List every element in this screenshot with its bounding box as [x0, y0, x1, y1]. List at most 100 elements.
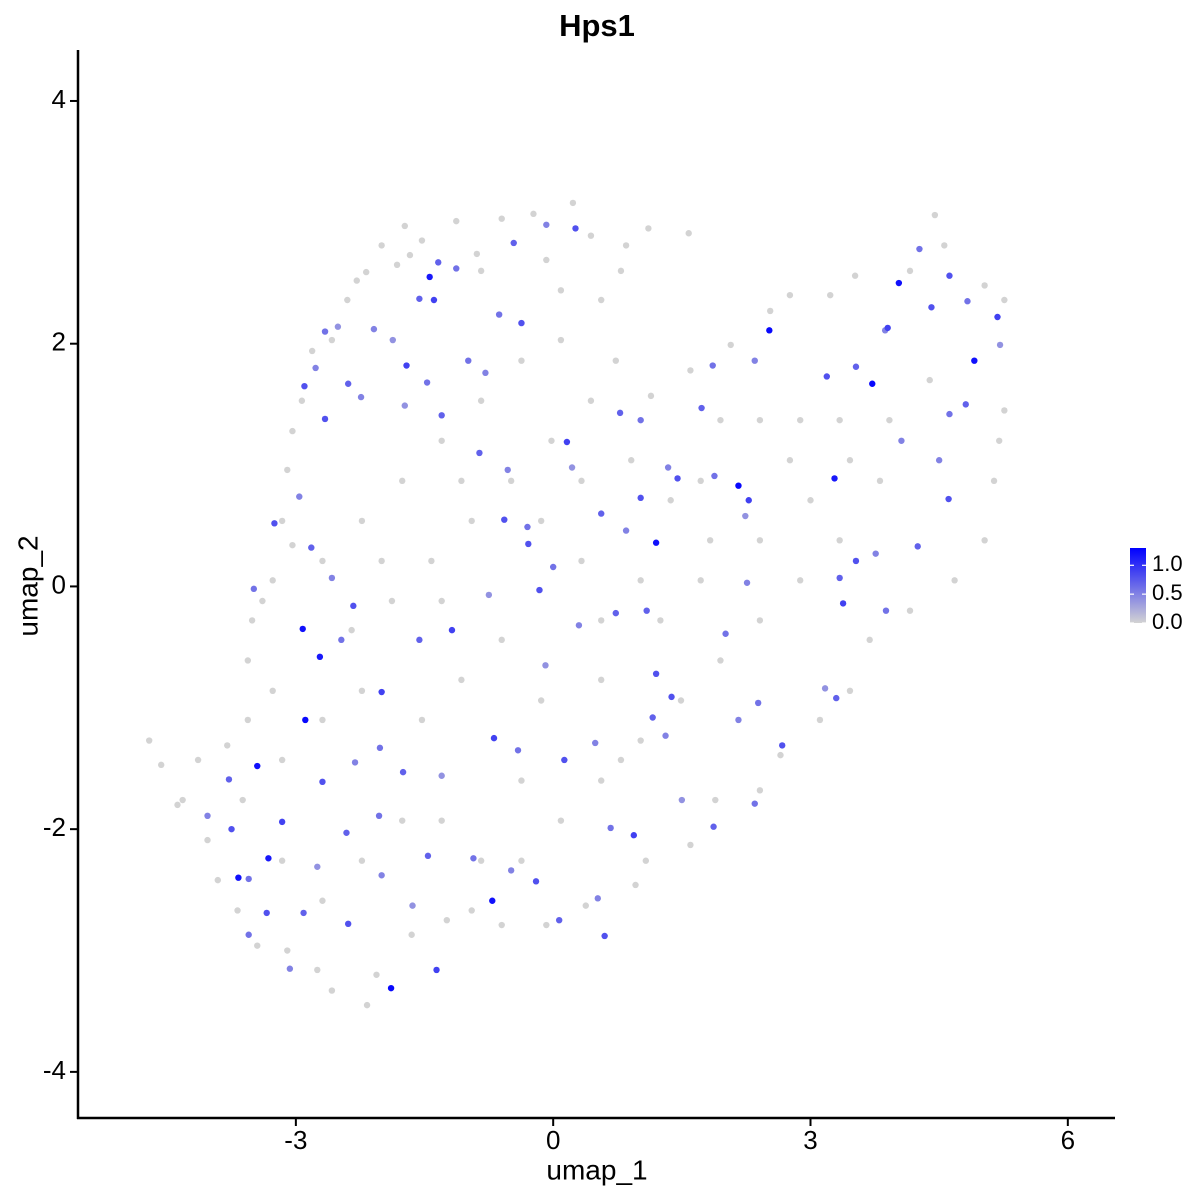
cell-point [239, 796, 246, 804]
cell-point [706, 537, 714, 544]
cell-point [568, 464, 576, 471]
cell-point [424, 852, 432, 860]
cell-point [906, 607, 914, 614]
cell-point [637, 577, 644, 584]
colorbar-label: 0.0 [1152, 609, 1183, 634]
cell-point [542, 662, 549, 669]
cell-point [557, 287, 565, 294]
cell-point [501, 516, 508, 523]
cell-point [350, 602, 357, 610]
cell-point [378, 557, 385, 565]
cell-point [685, 230, 692, 237]
cell-point [637, 494, 644, 502]
cell-point [308, 347, 316, 355]
cell-point [836, 574, 843, 582]
cell-point [269, 687, 276, 694]
cell-point [766, 307, 774, 315]
cell-point [418, 237, 426, 244]
cell-point [438, 817, 445, 824]
cell-point [458, 676, 465, 684]
cell-point [839, 600, 847, 607]
y-tick-label: -4 [43, 1055, 66, 1085]
cell-point [245, 931, 252, 938]
cell-point [569, 199, 577, 207]
cell-point [428, 557, 435, 565]
cell-point [530, 210, 537, 218]
y-axis-title: umap_2 [12, 535, 43, 636]
cell-point [549, 563, 557, 571]
cell-point [373, 971, 380, 978]
cell-point [543, 221, 550, 228]
cell-point [403, 362, 410, 369]
cell-point [816, 716, 824, 724]
cell-point [536, 586, 543, 594]
cell-point [668, 693, 675, 701]
cell-point [399, 817, 406, 824]
cell-point [981, 282, 988, 289]
cell-point [435, 259, 442, 266]
cell-point [453, 265, 460, 272]
cell-point [228, 825, 235, 833]
cell-point [482, 369, 489, 377]
cell-point [518, 777, 525, 784]
cell-point [328, 574, 336, 582]
cell-point [622, 242, 630, 249]
cell-point [348, 626, 355, 634]
cell-point [430, 296, 438, 304]
cell-point [375, 812, 383, 820]
cell-point [557, 336, 565, 344]
cell-point [378, 242, 385, 249]
cell-point [269, 577, 276, 584]
cell-point [575, 622, 583, 629]
cell-point [617, 267, 625, 275]
cell-point [572, 225, 579, 232]
cell-point [946, 272, 953, 279]
cell-point [406, 251, 414, 259]
cell-point [756, 537, 764, 544]
cell-point [872, 550, 879, 557]
colorbar-label: 0.5 [1152, 580, 1183, 605]
cell-point [408, 931, 415, 938]
cell-point [935, 457, 943, 464]
cell-point [284, 466, 291, 474]
cell-point [174, 801, 181, 809]
cell-point [448, 626, 456, 634]
y-tick-label: 0 [52, 569, 66, 599]
cell-point [786, 291, 794, 299]
cell-point [756, 617, 764, 624]
cell-point [543, 921, 550, 929]
cell-point [652, 539, 660, 546]
cell-point [866, 636, 873, 644]
cell-point [286, 965, 294, 972]
cell-point [498, 636, 505, 644]
cell-point [777, 751, 784, 759]
cell-point [561, 756, 568, 764]
cell-point [179, 796, 186, 804]
cell-point [409, 902, 416, 909]
cell-point [254, 762, 261, 770]
cell-point [592, 739, 599, 747]
cell-point [601, 932, 608, 940]
cell-point [362, 268, 370, 276]
cell-point [438, 597, 445, 605]
cell-point [1001, 407, 1008, 414]
cell-point [712, 796, 719, 804]
y-tick-label: 4 [52, 84, 66, 114]
cell-point [145, 737, 153, 744]
cell-point [662, 732, 669, 739]
cell-point [158, 761, 165, 769]
cell-point [401, 222, 408, 230]
cell-point [876, 477, 884, 485]
cell-point [363, 1001, 371, 1009]
cell-point [657, 617, 664, 624]
cell-point [710, 823, 717, 830]
cell-point [259, 597, 266, 605]
cell-point [301, 382, 308, 390]
cell-point [389, 336, 396, 344]
cell-point [836, 537, 843, 544]
cell-point [846, 457, 854, 464]
cell-point [468, 907, 475, 914]
cell-point [846, 687, 854, 694]
